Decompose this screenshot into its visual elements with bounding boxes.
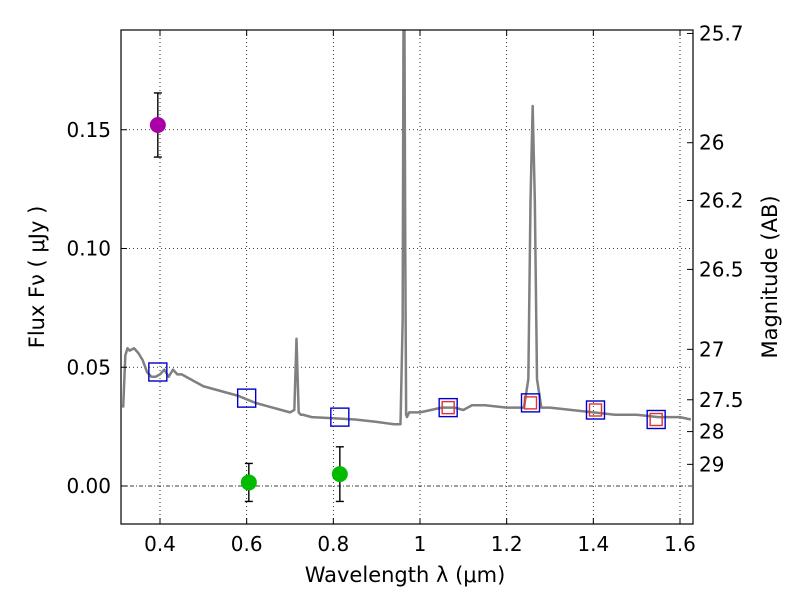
right-tick-label: 26.2: [699, 188, 744, 212]
right-tick-label: 28: [699, 420, 724, 444]
model-flux-square: [330, 407, 350, 427]
x-tick-label: 0.4: [144, 532, 176, 556]
x-tick-label: 0.6: [231, 532, 263, 556]
x-axis-label: Wavelength λ (μm): [305, 563, 506, 587]
nondetection-point: [331, 466, 348, 483]
observed-flux-square: [588, 403, 603, 417]
y-tick-label: 0.15: [66, 118, 111, 142]
right-tick-label: 29: [699, 452, 724, 476]
model-flux-square: [646, 409, 666, 430]
grid-lines: [121, 30, 693, 524]
plot-frame: [120, 29, 694, 525]
plot-area: [121, 30, 692, 503]
detection-point: [149, 117, 166, 133]
observed-flux-square: [523, 396, 538, 410]
right-tick-label: 26.5: [699, 257, 744, 281]
model-flux-square: [236, 388, 257, 408]
x-tick-label: 1: [414, 532, 427, 556]
right-tick-label: 25.7: [699, 21, 744, 45]
axis-ticks: 0.4 0.6 0.8 1 1.2 1.4 1.6 0.00 0.05 0.10 0.15 25.7 2…: [66, 21, 743, 556]
nondetection-point: [240, 474, 257, 491]
x-tick-label: 1.6: [664, 532, 696, 556]
y-axis-label: Flux Fν ( μJy ): [25, 206, 49, 349]
observed-flux-square: [649, 412, 663, 427]
sed-model-line: [121, 30, 692, 426]
observed-flux-square: [441, 400, 455, 415]
x-tick-label: 0.8: [317, 532, 349, 556]
model-flux-square: [585, 400, 606, 420]
right-tick-label: 26: [699, 131, 724, 155]
y-tick-label: 0.10: [66, 237, 111, 261]
x-tick-label: 1.4: [577, 532, 609, 556]
model-flux-square: [438, 397, 458, 418]
y-tick-label: 0.00: [66, 474, 111, 498]
y-axis-label-right: Magnitude (AB): [758, 195, 782, 358]
y-tick-label: 0.05: [66, 355, 111, 379]
model-flux-square: [520, 393, 541, 413]
right-tick-label: 27.5: [699, 388, 744, 412]
right-tick-label: 27: [699, 337, 724, 361]
x-tick-label: 1.2: [491, 532, 523, 556]
model-flux-square: [148, 362, 168, 382]
